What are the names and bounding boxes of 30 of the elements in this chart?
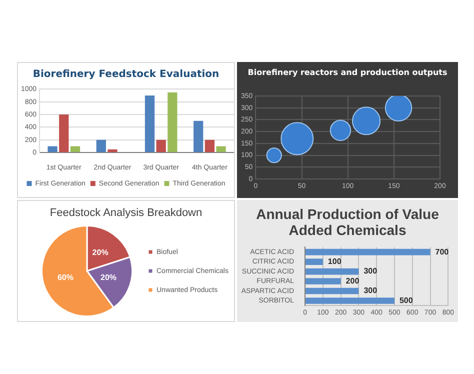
bar bbox=[156, 140, 166, 152]
bar bbox=[70, 146, 80, 152]
data-label: 300 bbox=[364, 266, 378, 276]
data-label: 100 bbox=[328, 257, 342, 266]
bar bbox=[59, 114, 69, 152]
bar bbox=[108, 149, 118, 152]
chart-title: Biorefinery reactors and production outputs bbox=[246, 67, 448, 79]
chart-title: Feedstock Analysis Breakdown bbox=[48, 206, 204, 221]
data-label: 700 bbox=[435, 247, 450, 256]
bar bbox=[306, 278, 341, 284]
data-label: 20% bbox=[100, 273, 117, 282]
data-label: 20% bbox=[92, 248, 108, 257]
bar bbox=[96, 140, 106, 152]
bar bbox=[204, 140, 215, 152]
bar bbox=[194, 120, 204, 152]
bar bbox=[168, 92, 178, 152]
bar bbox=[144, 96, 155, 152]
data-label: 300 bbox=[364, 286, 378, 296]
bar bbox=[306, 258, 323, 265]
bar bbox=[306, 248, 430, 256]
data-label: 500 bbox=[399, 296, 414, 305]
bar bbox=[306, 298, 394, 304]
bar bbox=[216, 146, 226, 152]
bar bbox=[306, 288, 359, 294]
bar bbox=[306, 268, 359, 275]
bar bbox=[48, 146, 58, 152]
data-label: 60% bbox=[57, 273, 74, 282]
chart-title: Annual Production of Value Added Chemicals bbox=[255, 205, 440, 240]
chart-title: Biorefinery Feedstock Evaluation bbox=[32, 68, 220, 82]
data-label: 200 bbox=[346, 276, 360, 286]
